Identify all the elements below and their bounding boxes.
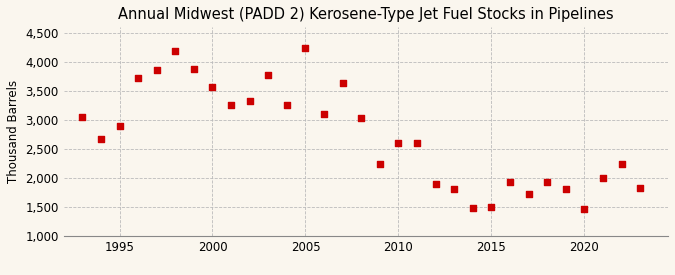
Point — [263, 73, 273, 77]
Point — [96, 137, 107, 141]
Point — [170, 48, 181, 53]
Point — [505, 180, 516, 185]
Point — [281, 103, 292, 107]
Point — [375, 162, 385, 167]
Point — [300, 45, 311, 50]
Point — [523, 192, 534, 196]
Point — [244, 99, 255, 103]
Point — [430, 182, 441, 186]
Point — [597, 176, 608, 181]
Point — [207, 84, 218, 89]
Point — [412, 141, 423, 146]
Point — [449, 187, 460, 191]
Point — [225, 103, 236, 107]
Point — [616, 162, 627, 167]
Point — [560, 187, 571, 191]
Y-axis label: Thousand Barrels: Thousand Barrels — [7, 80, 20, 183]
Point — [338, 81, 348, 85]
Point — [151, 68, 162, 73]
Point — [467, 206, 478, 210]
Title: Annual Midwest (PADD 2) Kerosene-Type Jet Fuel Stocks in Pipelines: Annual Midwest (PADD 2) Kerosene-Type Je… — [118, 7, 614, 22]
Point — [486, 205, 497, 209]
Point — [542, 180, 553, 184]
Point — [393, 141, 404, 146]
Point — [77, 115, 88, 119]
Point — [133, 76, 144, 81]
Point — [188, 67, 199, 71]
Point — [114, 124, 125, 128]
Point — [319, 112, 329, 116]
Point — [634, 186, 645, 190]
Point — [579, 206, 590, 211]
Point — [356, 116, 367, 121]
